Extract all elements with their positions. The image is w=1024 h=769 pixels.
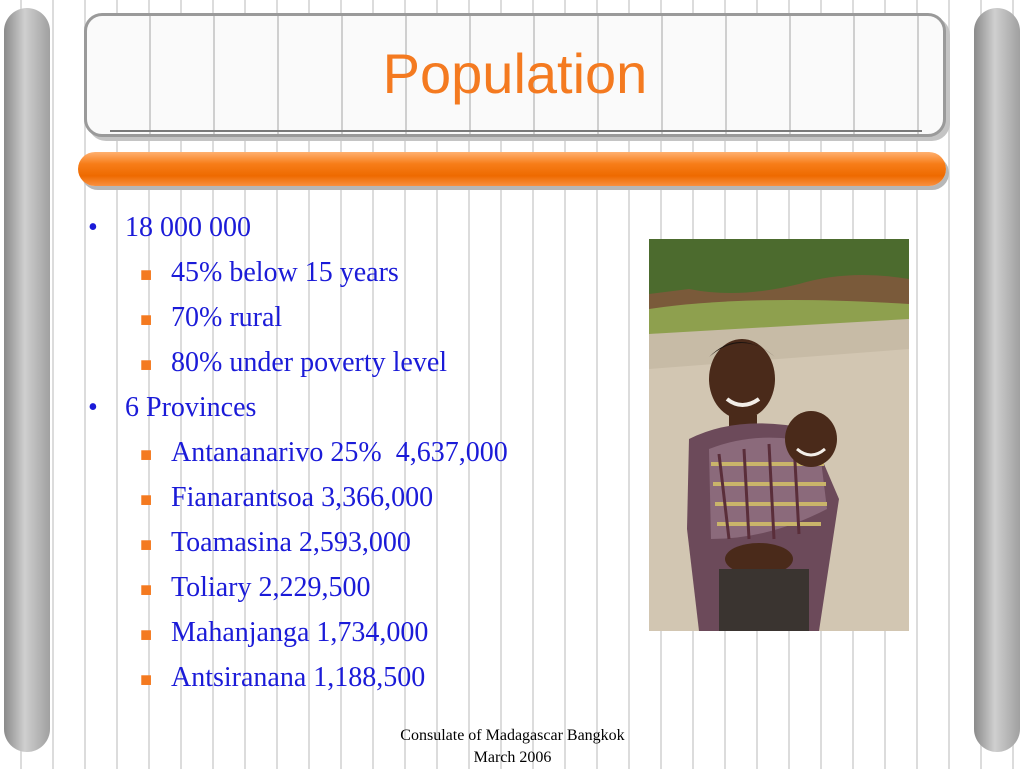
sub-bullet-item: ■ Fianarantsoa 3,366,000: [140, 484, 433, 512]
square-bullet-icon: ■: [140, 489, 153, 511]
bullet-dot-icon: •: [88, 212, 98, 243]
square-bullet-icon: ■: [140, 309, 153, 331]
title-underline: [110, 130, 922, 132]
sub-bullet-item: ■ Antananarivo 25% 4,637,000: [140, 439, 508, 467]
square-bullet-icon: ■: [140, 264, 153, 286]
footer-line-2: March 2006: [473, 749, 552, 766]
sub-bullet-text: 80% under poverty level: [171, 347, 448, 378]
footer: Consulate of Madagascar Bangkok March 20…: [370, 725, 655, 769]
bullet-text: 6 Provinces: [125, 392, 257, 423]
bullet-dot-icon: •: [88, 392, 98, 423]
square-bullet-icon: ■: [140, 444, 153, 466]
right-decorative-bar: [974, 8, 1020, 752]
title-frame: [84, 13, 946, 137]
square-bullet-icon: ■: [140, 579, 153, 601]
sub-bullet-item: ■ 45% below 15 years: [140, 259, 399, 287]
sub-bullet-text: 45% below 15 years: [171, 257, 399, 288]
sub-bullet-item: ■ Toamasina 2,593,000: [140, 529, 411, 557]
accent-bar: [78, 152, 946, 186]
photo-illustration: [649, 239, 909, 631]
bullet-item: • 18 000 000: [88, 212, 251, 243]
square-bullet-icon: ■: [140, 669, 153, 691]
bullet-text: 18 000 000: [125, 212, 251, 243]
sub-bullet-text: Fianarantsoa 3,366,000: [171, 482, 434, 513]
photo-children: [649, 239, 909, 631]
sub-bullet-text: Toliary 2,229,500: [171, 572, 371, 603]
sub-bullet-item: ■ 70% rural: [140, 304, 282, 332]
bullet-item: • 6 Provinces: [88, 392, 256, 423]
sub-bullet-text: Toamasina 2,593,000: [171, 527, 411, 558]
sub-bullet-item: ■ Antsiranana 1,188,500: [140, 664, 425, 692]
sub-bullet-item: ■ Toliary 2,229,500: [140, 574, 370, 602]
slide-title: Population: [382, 42, 648, 105]
sub-bullet-text: Antananarivo 25% 4,637,000: [171, 437, 508, 468]
square-bullet-icon: ■: [140, 354, 153, 376]
sub-bullet-item: ■ Mahanjanga 1,734,000: [140, 619, 428, 647]
sub-bullet-text: Mahanjanga 1,734,000: [171, 617, 429, 648]
sub-bullet-item: ■ 80% under poverty level: [140, 349, 447, 377]
square-bullet-icon: ■: [140, 534, 153, 556]
sub-bullet-text: 70% rural: [171, 302, 283, 333]
sub-bullet-text: Antsiranana 1,188,500: [171, 662, 426, 693]
square-bullet-icon: ■: [140, 624, 153, 646]
footer-line-1: Consulate of Madagascar Bangkok: [400, 727, 625, 744]
left-decorative-bar: [4, 8, 50, 752]
